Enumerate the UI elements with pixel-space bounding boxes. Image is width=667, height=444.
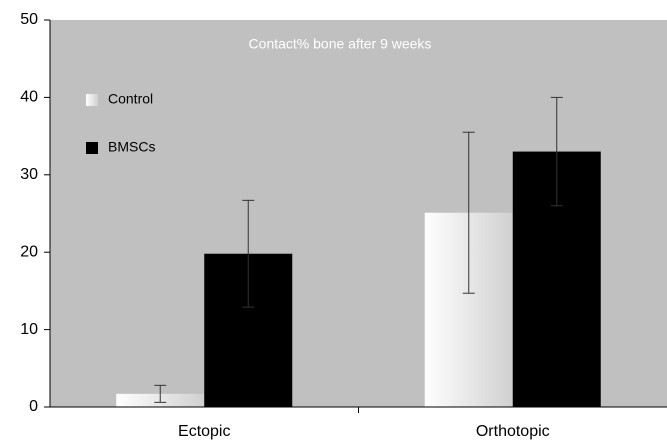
legend-label: BMSCs (108, 139, 155, 155)
error-bar (154, 384, 167, 403)
y-tick-label: 50 (20, 11, 38, 28)
y-tick-label: 10 (20, 321, 38, 338)
y-tick-label: 40 (20, 89, 38, 106)
y-tick-label: 20 (20, 243, 38, 260)
y-tick-label: 30 (20, 166, 38, 183)
error-bar (242, 199, 255, 308)
x-tick-label: Orthotopic (476, 423, 550, 440)
legend-swatch (86, 142, 98, 154)
chart-title: Contact% bone after 9 weeks (249, 36, 432, 52)
legend-swatch (86, 94, 98, 106)
x-tick-label: Ectopic (178, 423, 230, 440)
legend-label: Control (108, 91, 153, 107)
y-tick-label: 0 (29, 398, 38, 415)
error-bar (462, 131, 475, 294)
error-bar (550, 96, 563, 207)
